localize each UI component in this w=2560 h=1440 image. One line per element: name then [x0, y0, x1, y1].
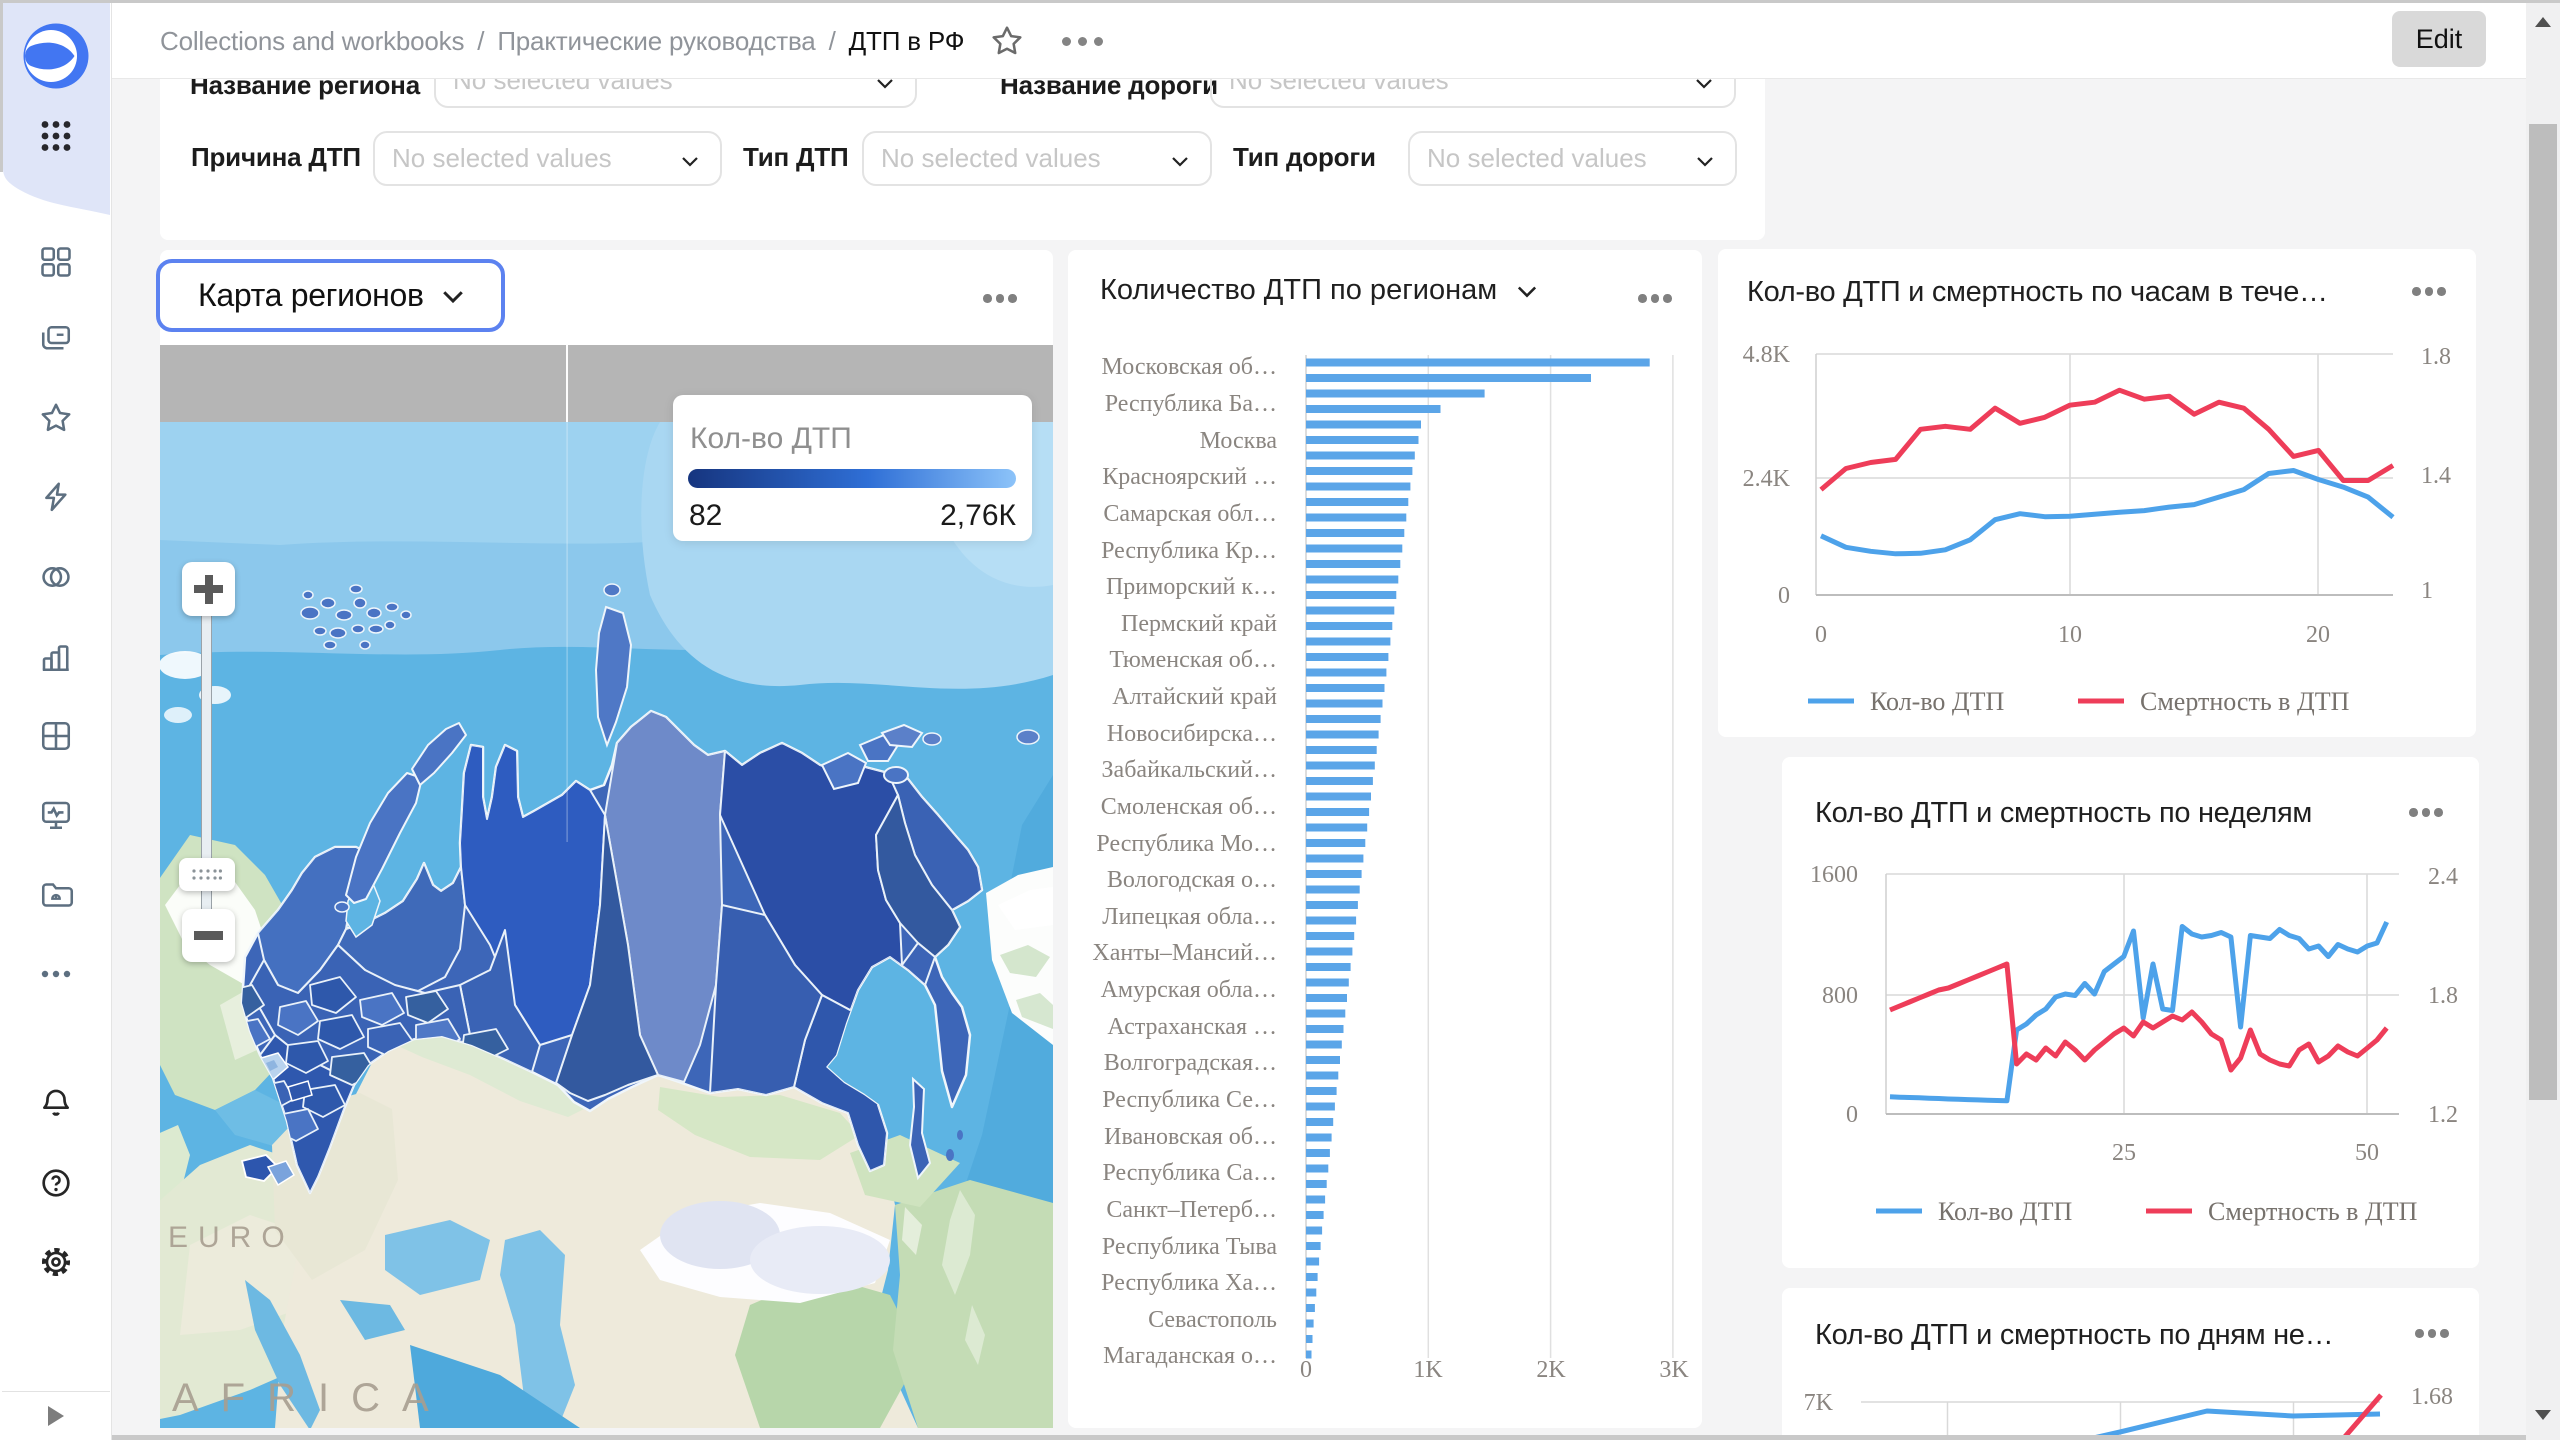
svg-text:1.4: 1.4: [2421, 463, 2451, 489]
svg-text:0: 0: [1300, 1357, 1312, 1383]
svg-text:1.8: 1.8: [2421, 344, 2451, 370]
svg-text:1.68: 1.68: [2411, 1384, 2453, 1410]
svg-text:1.2: 1.2: [2428, 1102, 2458, 1128]
svg-text:Смертность в ДТП: Смертность в ДТП: [2140, 687, 2350, 716]
svg-text:10: 10: [2058, 622, 2082, 648]
svg-text:0: 0: [1815, 622, 1827, 648]
svg-text:2.4K: 2.4K: [1743, 466, 1791, 492]
svg-text:25: 25: [2112, 1140, 2136, 1166]
svg-text:2.4: 2.4: [2428, 864, 2458, 890]
svg-text:0: 0: [1778, 583, 1790, 609]
svg-text:1600: 1600: [1810, 862, 1858, 888]
svg-text:EURO: EURO: [168, 1221, 295, 1254]
svg-text:800: 800: [1822, 983, 1858, 1009]
svg-text:50: 50: [2355, 1140, 2379, 1166]
svg-text:Кол-во ДТП: Кол-во ДТП: [1938, 1197, 2073, 1226]
svg-text:3K: 3K: [1659, 1357, 1689, 1383]
svg-text:0: 0: [1846, 1102, 1858, 1128]
svg-text:7K: 7K: [1804, 1390, 1834, 1416]
svg-text:1.8: 1.8: [2428, 983, 2458, 1009]
svg-text:2K: 2K: [1536, 1357, 1566, 1383]
svg-text:AFRICA: AFRICA: [172, 1376, 451, 1420]
svg-text:4.8K: 4.8K: [1743, 342, 1791, 368]
svg-text:20: 20: [2306, 622, 2330, 648]
svg-text:Смертность в ДТП: Смертность в ДТП: [2208, 1197, 2418, 1226]
svg-text:1K: 1K: [1413, 1357, 1443, 1383]
svg-text:1: 1: [2421, 578, 2433, 604]
svg-text:Кол-во ДТП: Кол-во ДТП: [1870, 687, 2005, 716]
